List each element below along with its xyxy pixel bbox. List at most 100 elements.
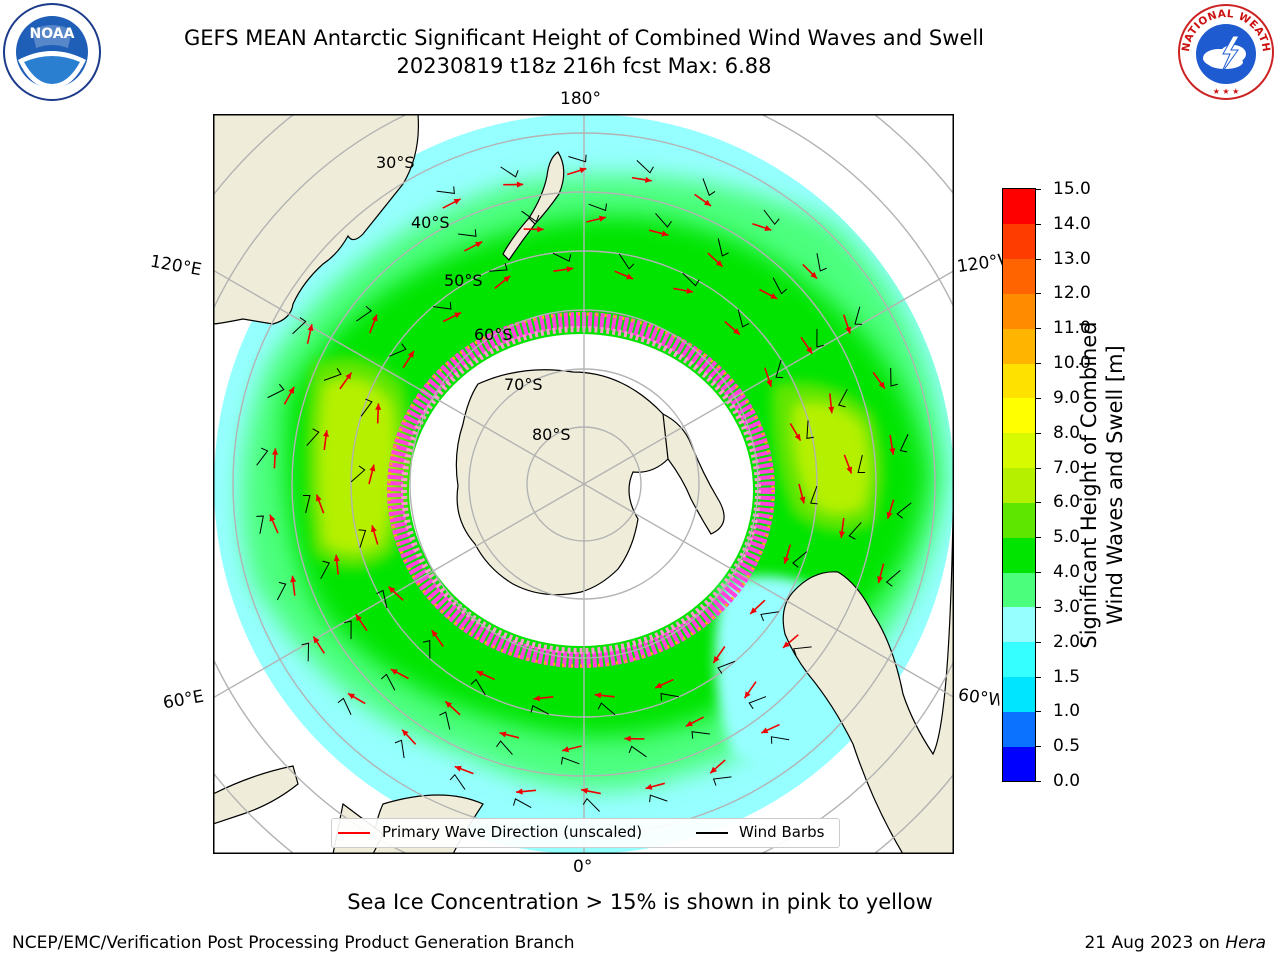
wind-barb	[793, 646, 812, 656]
wave-direction-arrowhead	[537, 226, 544, 233]
colorbar-segment	[1003, 572, 1035, 608]
wind-barb	[691, 731, 710, 739]
wave-direction-arrowhead	[407, 350, 414, 358]
colorbar-tick-label: 0.5	[1053, 736, 1081, 757]
colorbar-tick-label: 13.0	[1053, 248, 1091, 269]
wave-direction-arrowhead	[499, 731, 507, 738]
colorbar-tick-label: 6.0	[1053, 492, 1081, 513]
wind-barb	[301, 642, 310, 662]
wind-barb	[568, 154, 587, 163]
svg-text:NOAA: NOAA	[30, 26, 75, 42]
wind-barb	[628, 745, 647, 758]
colorbar-segment	[1003, 258, 1035, 294]
producer-credit: NCEP/EMC/Verification Post Processing Pr…	[12, 933, 575, 953]
wave-direction-arrowhead	[290, 575, 297, 583]
colorbar-tick-mark	[1035, 432, 1041, 434]
wave-direction-arrowhead	[889, 447, 896, 455]
wave-direction-arrowhead	[794, 433, 801, 441]
map-legend: Primary Wave Direction (unscaled) Wind B…	[331, 818, 840, 848]
wave-arrows-and-wind-barbs	[256, 154, 912, 812]
wind-barb	[521, 210, 540, 223]
wave-direction-arrowhead	[766, 379, 773, 387]
wave-direction-arrowhead	[764, 225, 772, 231]
colorbar-tick-label: 11.0	[1053, 318, 1091, 339]
wave-direction-arrowhead	[838, 531, 846, 538]
wave-direction-arrowhead	[516, 788, 523, 795]
noaa-logo-icon: NOAA	[3, 3, 101, 101]
wind-barb	[561, 756, 580, 765]
colorbar-tick-mark	[1035, 397, 1041, 399]
colorbar-tick-label: 15.0	[1053, 179, 1091, 199]
colorbar-tick-mark	[1035, 746, 1041, 748]
colorbar-segment	[1003, 189, 1035, 225]
wind-barb	[885, 569, 901, 587]
wave-direction-arrowhead	[744, 691, 751, 699]
noaa-logo: NOAA	[2, 2, 102, 102]
colorbar-tick-mark	[1035, 572, 1041, 574]
colorbar-tick-mark	[1035, 537, 1041, 539]
wave-direction-arrowhead	[333, 554, 340, 562]
wind-barb	[702, 178, 716, 197]
wind-barb	[552, 252, 572, 262]
wind-barb	[896, 502, 912, 519]
colorbar-segment	[1003, 676, 1035, 712]
wind-barbs-legend-line	[696, 832, 728, 834]
wind-barb	[717, 660, 736, 674]
wind-barb	[810, 485, 818, 505]
wave-direction-arrowhead	[713, 656, 720, 663]
wind-barb	[337, 697, 352, 715]
wave-direction-arrowhead	[828, 406, 835, 414]
machine-name: Hera	[1225, 933, 1266, 953]
wind-barb	[890, 367, 898, 387]
colorbar-segment	[1003, 537, 1035, 573]
wind-barb	[267, 383, 285, 399]
nws-logo-icon: NATIONAL WEATHER SERVICE ★ ★ ★	[1171, 0, 1274, 100]
wave-direction-arrowhead	[783, 556, 790, 564]
wave-direction-arrowhead	[431, 630, 438, 637]
wave-direction-arrowhead	[345, 372, 352, 380]
colorbar-segment	[1003, 467, 1035, 503]
wave-direction-arrowhead	[566, 266, 574, 273]
wave-direction-arrowhead	[594, 692, 602, 699]
australia-land	[213, 114, 420, 325]
colorbar-tick-mark	[1035, 641, 1041, 643]
wave-direction-arrowhead	[445, 701, 453, 708]
colorbar-tick-mark	[1035, 606, 1041, 608]
wave-direction-arrowhead	[288, 386, 295, 394]
colorbar-tick-mark	[1035, 223, 1041, 225]
latitude-label-40s: 40°S	[411, 213, 450, 232]
wind-barb	[394, 739, 405, 759]
wave-direction-arrowhead	[886, 511, 893, 519]
wind-barb	[356, 305, 372, 322]
wind-barb	[302, 494, 311, 514]
wind-barb	[775, 359, 784, 379]
colorbar-title-line2: Wind Waves and Swell [m]	[1103, 345, 1127, 625]
latitude-label-30s: 30°S	[376, 153, 415, 172]
wave-direction-arrowhead	[704, 199, 711, 206]
wave-direction-arrowhead	[581, 787, 588, 794]
polar-map	[213, 114, 954, 854]
longitude-label-60e: 60°E	[161, 686, 206, 714]
wind-barb	[816, 253, 827, 272]
wave-direction-arrowhead	[369, 464, 376, 472]
star-icon: ★ ★ ★	[1213, 87, 1240, 96]
wind-barbs-legend-label: Wind Barbs	[739, 823, 825, 841]
wind-barb	[763, 209, 780, 226]
wave-direction-arrowhead	[845, 326, 851, 334]
colorbar-tick-mark	[1035, 258, 1041, 260]
wave-direction-arrowhead	[475, 241, 483, 248]
wave-direction-arrowhead	[313, 636, 320, 644]
wave-direction-arrowhead	[355, 614, 362, 622]
wave-direction-arrowhead	[810, 271, 817, 279]
colorbar-tick-label: 7.0	[1053, 457, 1081, 478]
antarctic-peninsula	[662, 412, 725, 535]
wind-barb	[816, 328, 824, 348]
wind-barb	[360, 398, 373, 417]
colorbar-tick-label: 1.0	[1053, 701, 1081, 722]
colorbar	[1002, 188, 1036, 782]
generation-date-text: 21 Aug 2023 on	[1084, 933, 1226, 953]
wind-barb	[748, 696, 767, 710]
south-america-land	[782, 413, 954, 854]
wind-barb	[470, 678, 486, 696]
wind-barb	[854, 306, 863, 325]
